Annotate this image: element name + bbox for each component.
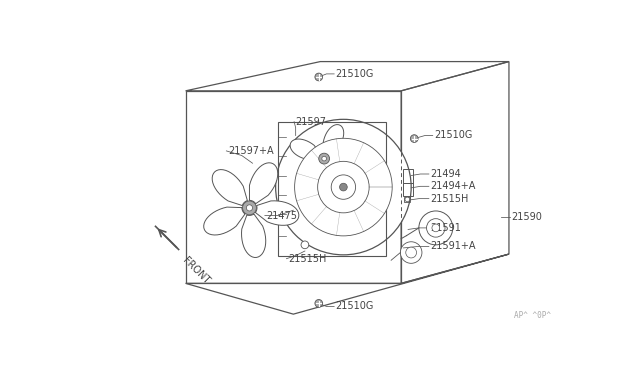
Polygon shape (241, 214, 266, 257)
Circle shape (294, 138, 392, 236)
Text: 21515H: 21515H (288, 254, 326, 264)
Circle shape (432, 224, 440, 232)
Text: 21510G: 21510G (435, 131, 472, 141)
Circle shape (340, 183, 348, 191)
Text: 21510G: 21510G (336, 301, 374, 311)
Text: FRONT: FRONT (180, 256, 211, 286)
Polygon shape (250, 163, 278, 204)
Bar (403, 169, 413, 183)
Circle shape (301, 241, 308, 249)
Circle shape (322, 156, 326, 161)
Circle shape (315, 299, 323, 307)
Circle shape (276, 119, 411, 255)
Bar (404, 197, 410, 202)
Polygon shape (212, 170, 248, 206)
Circle shape (406, 247, 417, 258)
Polygon shape (255, 201, 299, 225)
Text: 21591+A: 21591+A (431, 241, 476, 251)
Circle shape (426, 219, 445, 237)
Circle shape (410, 135, 418, 142)
Polygon shape (323, 125, 344, 155)
Text: 21494+A: 21494+A (431, 181, 476, 191)
Polygon shape (305, 162, 325, 193)
Text: AP^ ^0P^: AP^ ^0P^ (515, 311, 551, 320)
Circle shape (246, 205, 253, 211)
Circle shape (315, 73, 323, 81)
Circle shape (419, 211, 452, 245)
Circle shape (401, 242, 422, 263)
Text: 21515H: 21515H (431, 194, 468, 203)
Polygon shape (290, 139, 321, 160)
Circle shape (405, 197, 410, 202)
Circle shape (243, 201, 257, 215)
Polygon shape (204, 207, 245, 235)
Text: 21475: 21475 (266, 211, 298, 221)
Text: 21591: 21591 (431, 223, 461, 233)
Polygon shape (328, 158, 358, 178)
Text: 21597: 21597 (296, 117, 326, 126)
Text: 21510G: 21510G (336, 69, 374, 79)
Text: 21597+A: 21597+A (228, 146, 273, 156)
Circle shape (319, 153, 330, 164)
Bar (403, 183, 413, 196)
Text: 21494: 21494 (431, 169, 461, 179)
Text: 21590: 21590 (511, 212, 542, 222)
Circle shape (332, 175, 356, 199)
Circle shape (317, 161, 369, 213)
Bar (278, 122, 386, 256)
